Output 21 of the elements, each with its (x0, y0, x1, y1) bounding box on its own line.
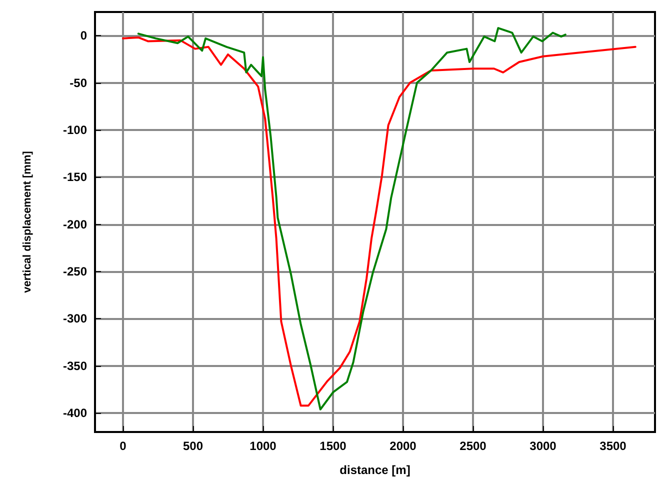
y-tick-label: -250 (62, 264, 88, 279)
x-tick-label: 2500 (460, 439, 487, 453)
x-tick-label: 1000 (250, 439, 277, 453)
line-series (122, 36, 636, 407)
y-tick-label: -350 (62, 358, 88, 373)
x-tick-label: 1500 (320, 439, 347, 453)
y-tick-label: -400 (62, 406, 88, 420)
x-tick-label: 500 (182, 439, 204, 453)
y-tick-label: -100 (62, 122, 88, 137)
x-tick-label: 2000 (390, 439, 417, 453)
x-tick-label: 3500 (600, 439, 627, 453)
x-axis-title: distance [m] (340, 463, 410, 477)
y-tick-label: -300 (62, 312, 88, 326)
y-axis-title: vertical displacement [mm] (22, 150, 34, 293)
y-tick-label: -200 (62, 217, 88, 232)
x-tick-label: 0 (120, 439, 127, 453)
line-series (137, 27, 566, 410)
y-tick-label: -150 (62, 170, 88, 184)
x-tick-label: 3000 (530, 439, 557, 453)
y-tick-label: 0 (80, 28, 88, 43)
y-tick-label: -50 (70, 76, 88, 90)
